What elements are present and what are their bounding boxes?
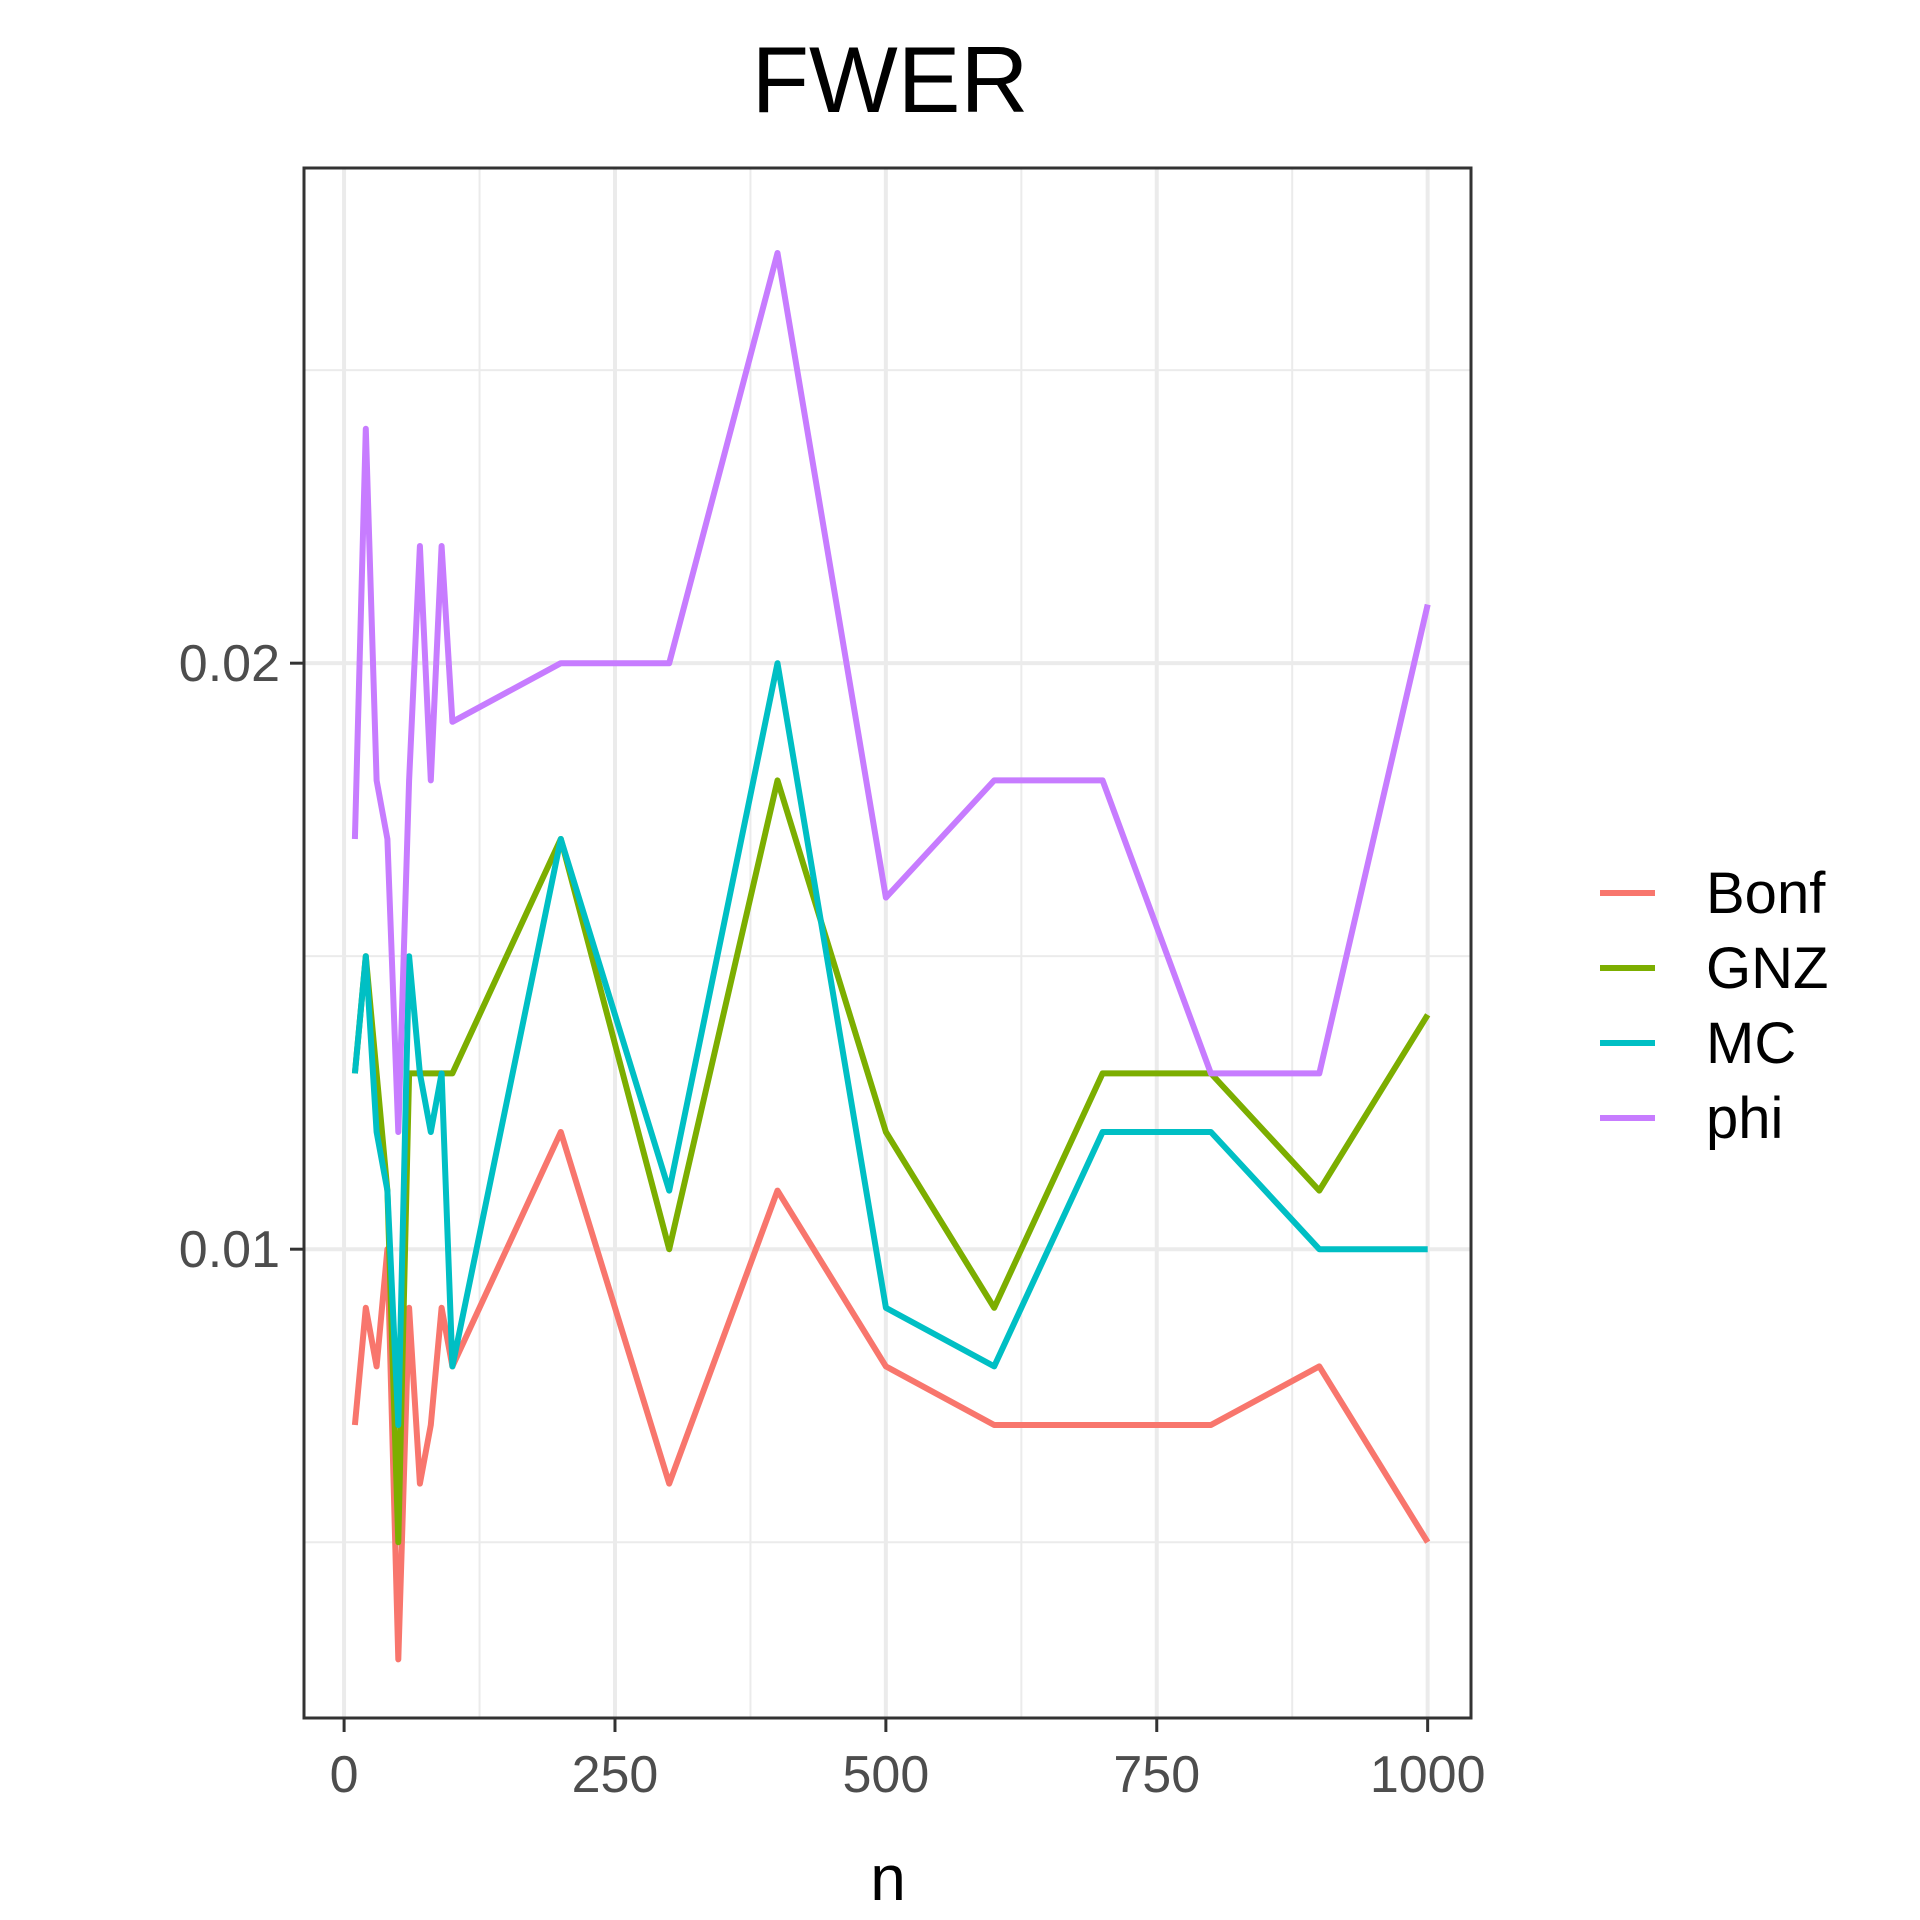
series-lines <box>351 250 1431 1663</box>
x-tick-label: 0 <box>330 1746 359 1804</box>
major-gridlines <box>304 168 1471 1718</box>
series-line-phi <box>351 250 1431 1135</box>
plot-border <box>302 166 1473 1720</box>
y-tick-label: 0.01 <box>179 1221 280 1279</box>
series-line-mc <box>351 660 1428 1428</box>
legend-label-phi: phi <box>1706 1086 1783 1151</box>
x-tick-label: 250 <box>572 1746 659 1804</box>
x-tick-label: 1000 <box>1370 1746 1486 1804</box>
legend-label-bonf: Bonf <box>1706 861 1826 926</box>
x-tick-label: 500 <box>842 1746 929 1804</box>
x-tick-label: 750 <box>1113 1746 1200 1804</box>
legend-label-gnz: GNZ <box>1706 936 1828 1001</box>
chart-title: FWER <box>752 27 1029 132</box>
legend-label-mc: MC <box>1706 1011 1796 1076</box>
x-axis-title: n <box>870 1842 906 1914</box>
x-axis: 0 250 500 750 1000 <box>330 1718 1486 1804</box>
y-axis: 0.01 0.02 <box>179 635 304 1279</box>
legend: Bonf GNZ MC phi <box>1600 861 1828 1151</box>
y-tick-label: 0.02 <box>179 635 280 693</box>
